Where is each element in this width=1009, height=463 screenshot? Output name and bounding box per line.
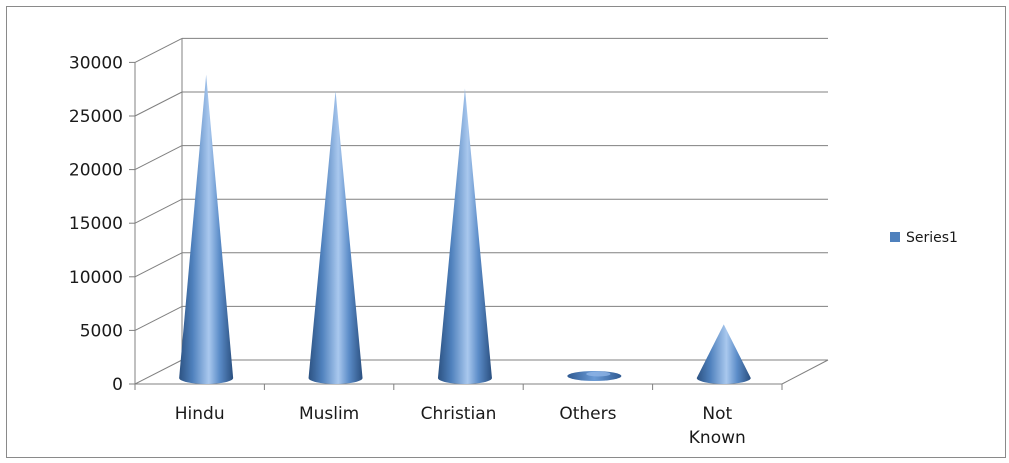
legend-label: Series1 (906, 230, 958, 246)
y-tick-label: 15000 (69, 214, 123, 234)
legend: Series1 (890, 230, 958, 246)
category-label: Known (689, 428, 746, 448)
side-wall-line (134, 305, 183, 331)
side-wall-line (134, 145, 183, 171)
cone-body (179, 74, 234, 385)
side-wall-line (134, 359, 183, 385)
side-wall-line (134, 252, 183, 278)
cone-body (437, 88, 492, 384)
cone-others (567, 371, 622, 381)
category-label: Christian (421, 404, 497, 424)
legend-swatch (890, 232, 900, 242)
cone-highlight (586, 371, 611, 377)
y-tick-label: 5000 (80, 321, 123, 341)
y-tick-label: 0 (112, 375, 123, 395)
y-tick-label: 20000 (69, 161, 123, 181)
axes (129, 38, 829, 390)
side-wall-line (134, 198, 183, 224)
side-wall-line (134, 37, 183, 63)
category-label: Hindu (175, 404, 225, 424)
y-tick-label: 30000 (69, 53, 123, 73)
y-tick-label: 10000 (69, 268, 123, 288)
cone-christian (437, 88, 492, 384)
side-wall-line (134, 91, 183, 117)
cones (179, 74, 751, 385)
cone-not-known (696, 324, 751, 384)
category-label: Not (702, 404, 732, 424)
cone-body (308, 90, 363, 384)
category-label: Others (559, 404, 616, 424)
cone-hindu (179, 74, 234, 385)
floor-edge (781, 359, 829, 385)
cone-muslim (308, 90, 363, 384)
cone-body (696, 324, 751, 384)
y-tick-labels: 0 5000 10000 15000 20000 25000 30000 (69, 53, 123, 395)
category-labels: Hindu Muslim Christian Others Not Known (175, 404, 746, 448)
y-tick-label: 25000 (69, 107, 123, 127)
category-label: Muslim (299, 404, 359, 424)
chart-frame (6, 6, 1006, 458)
